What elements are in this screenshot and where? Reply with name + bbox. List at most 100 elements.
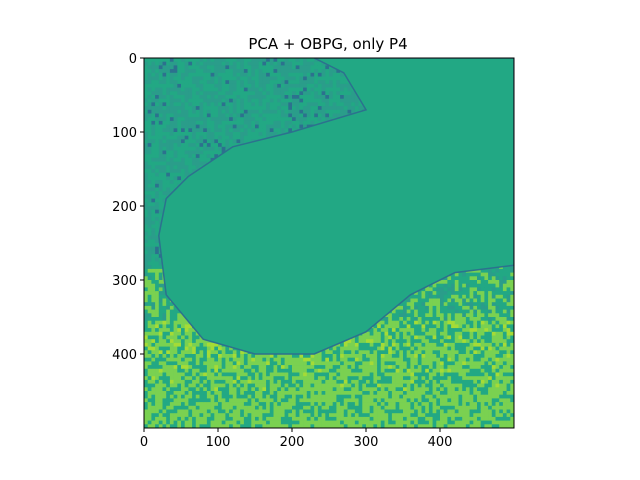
heatmap-cell [192,372,197,377]
heatmap-cell [221,109,226,114]
heatmap-cell [151,146,156,151]
heatmap-cell [321,357,326,362]
heatmap-cell [306,87,311,92]
heatmap-cell [169,320,174,325]
heatmap-cell [155,346,160,351]
heatmap-cell [206,58,211,62]
heatmap-cell [169,365,174,370]
heatmap-cell [317,379,322,384]
heatmap-cell [214,424,219,428]
heatmap-cell [229,387,234,392]
heatmap-cell [221,361,226,366]
heatmap-cell [199,102,204,107]
heatmap-cell [147,146,152,151]
heatmap-cell [155,187,160,192]
heatmap-cell [236,113,241,118]
heatmap-cell [295,65,300,70]
heatmap-cell [184,91,189,96]
heatmap-cell [258,376,263,381]
heatmap-cell [236,424,241,428]
heatmap-cell [144,132,148,136]
heatmap-cell [144,413,148,418]
heatmap-cell [236,109,241,114]
heatmap-cell [158,402,163,407]
heatmap-cell [147,176,152,181]
heatmap-cell [303,413,308,418]
heatmap-cell [258,365,263,370]
heatmap-cell [192,143,197,148]
heatmap-cell [258,117,263,122]
heatmap-cell [155,183,160,188]
heatmap-cell [229,102,234,107]
heatmap-cell [158,58,163,62]
heatmap-cell [144,113,148,118]
heatmap-cell [236,420,241,425]
heatmap-cell [155,239,160,244]
heatmap-cell [240,376,245,381]
heatmap-cell [243,72,248,77]
heatmap-cell [299,83,304,88]
heatmap-cell [240,58,245,62]
heatmap-cell [218,69,222,74]
heatmap-cell [206,102,211,107]
heatmap-cell [144,309,148,314]
heatmap-cell [144,346,148,351]
heatmap-cell [158,309,163,314]
heatmap-cell [173,169,178,173]
heatmap-cell [206,87,211,92]
heatmap-cell [310,368,315,373]
heatmap-cell [199,350,204,355]
heatmap-cell [169,331,174,336]
heatmap-cell [158,317,163,321]
heatmap-cell [317,80,322,85]
heatmap-cell [221,354,226,358]
heatmap-cell [221,80,226,85]
heatmap-cell [147,346,152,351]
heatmap-cell [147,228,152,233]
heatmap-cell [299,65,304,70]
heatmap-cell [232,361,237,366]
heatmap-cell [162,383,167,388]
heatmap-cell [184,169,189,173]
heatmap-cell [210,391,215,395]
heatmap-cell [266,69,271,74]
heatmap-cell [299,80,304,85]
heatmap-cell [173,354,178,358]
heatmap-cell [151,309,156,314]
heatmap-cell [325,113,330,118]
heatmap-cell [158,132,163,136]
heatmap-cell [288,80,293,85]
heatmap-cell [203,398,208,403]
heatmap-cell [144,416,148,421]
heatmap-cell [292,361,296,366]
heatmap-cell [284,72,289,77]
heatmap-cell [247,139,252,144]
heatmap-cell [310,361,315,366]
heatmap-cell [251,135,256,140]
heatmap-cell [284,398,289,403]
heatmap-cell [280,65,285,70]
heatmap-cell [155,80,160,85]
heatmap-cell [144,265,148,270]
heatmap-cell [225,76,230,81]
heatmap-cell [151,228,156,233]
heatmap-cell [177,76,182,81]
heatmap-cell [169,357,174,362]
heatmap-cell [184,132,189,136]
heatmap-cell [181,365,185,370]
heatmap-cell [169,150,174,155]
heatmap-cell [292,87,296,92]
heatmap-cell [214,143,219,148]
heatmap-cell [306,106,311,111]
heatmap-cell [144,217,148,222]
heatmap-cell [184,424,189,428]
heatmap-cell [173,368,178,373]
heatmap-cell [240,409,245,414]
heatmap-cell [325,354,330,358]
heatmap-cell [266,124,271,129]
heatmap-cell [173,372,178,377]
heatmap-cell [177,87,182,92]
heatmap-cell [310,65,315,70]
heatmap-cell [243,368,248,373]
chart-title: PCA + OBPG, only P4 [248,35,407,53]
